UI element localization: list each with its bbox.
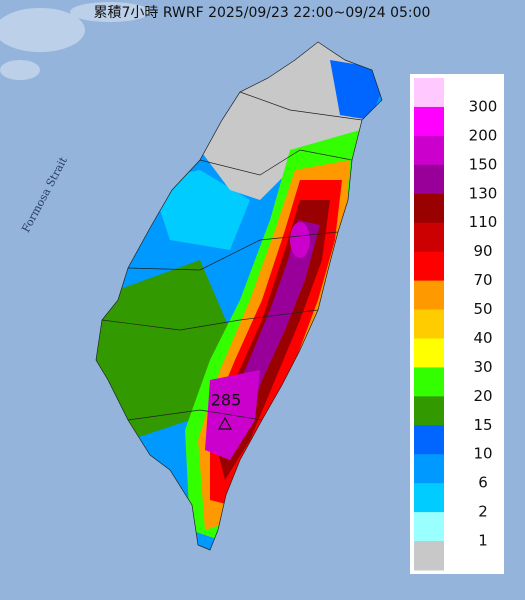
legend-swatch [414,541,444,571]
legend-swatch [414,454,444,484]
legend-label: 90 [473,242,492,260]
legend-label: 30 [473,358,492,376]
boundaries [95,41,383,551]
legend-label: 150 [469,155,498,173]
legend: 300 200 150 130 110 90 70 50 40 30 20 15 10 6 2 1 [414,78,497,571]
legend-label: 70 [473,271,492,289]
legend-swatch [414,483,444,513]
clouds [0,2,150,80]
legend-swatch [414,512,444,542]
legend-label: 200 [469,126,498,144]
legend-label: 15 [473,416,492,434]
legend-swatch [414,251,444,282]
legend-swatch [414,222,444,253]
legend-label: 10 [473,445,492,463]
legend-label: 300 [469,97,498,115]
legend-swatch [414,280,444,311]
legend-label: 20 [473,387,492,405]
legend-swatch [414,135,444,166]
legend-swatch [414,78,444,108]
legend-label: 1 [478,532,488,550]
legend-label: 2 [478,503,488,521]
legend-label: 40 [473,329,492,347]
legend-swatch [414,164,444,195]
legend-label: 50 [473,300,492,318]
legend-swatch [414,367,444,397]
legend-label: 130 [469,184,498,202]
legend-swatch [414,425,444,455]
legend-swatch [414,106,444,137]
legend-swatch [414,193,444,224]
legend-swatch [414,309,444,339]
max-label: 285 [211,391,242,410]
title: 累積7小時 RWRF 2025/09/23 22:00~09/24 05:00 [94,5,431,21]
legend-swatch [414,338,444,368]
legend-label: 110 [469,213,498,231]
legend-label: 6 [478,474,488,492]
max-marker [217,416,233,430]
legend-swatch [414,396,444,426]
